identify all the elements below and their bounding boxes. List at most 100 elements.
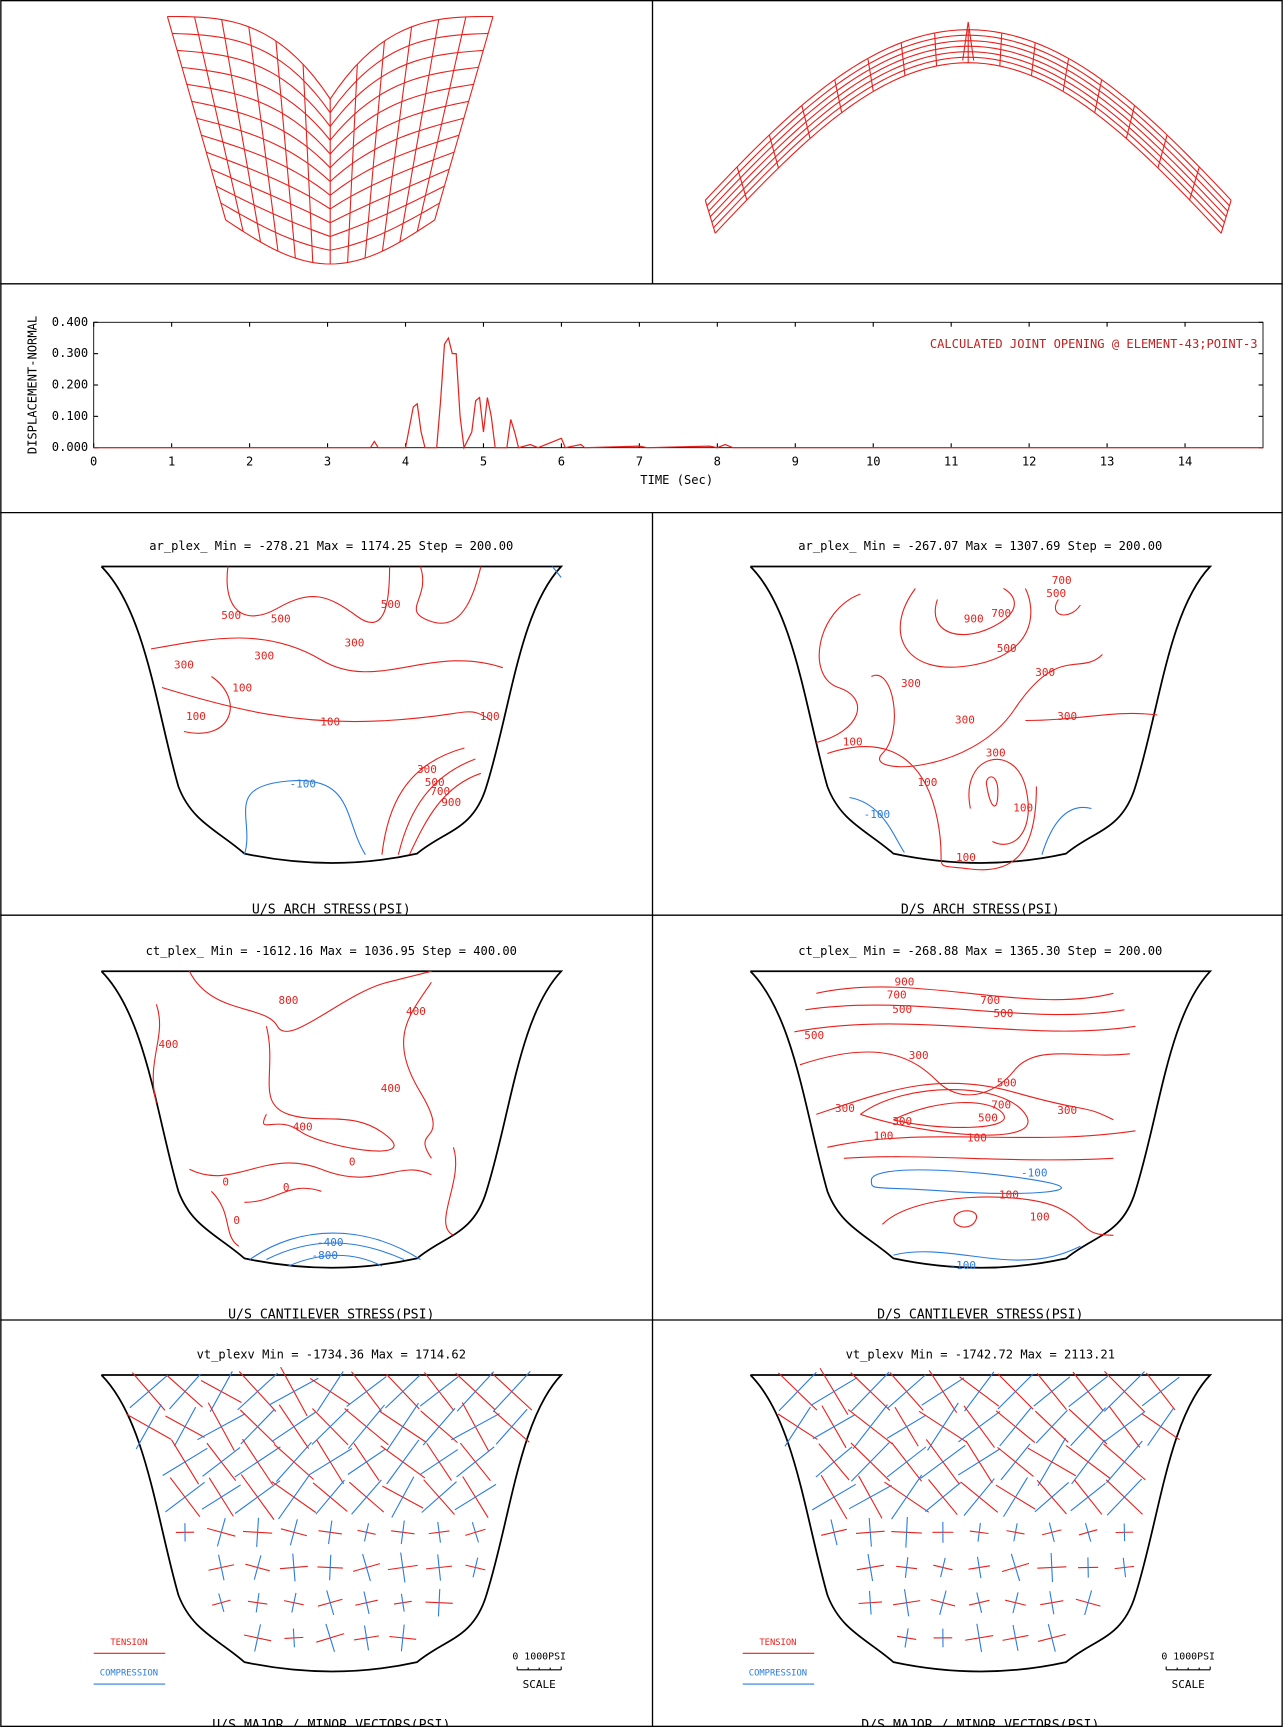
vector — [784, 1406, 811, 1447]
vector — [291, 1592, 297, 1613]
vector — [201, 1484, 241, 1510]
dam-panel: ct_plex_ Min = -1612.16 Max = 1036.95 St… — [100, 944, 564, 1323]
vector — [939, 1590, 947, 1616]
vector — [848, 1484, 892, 1510]
contour-line — [870, 1169, 1062, 1195]
mesh-line — [714, 62, 1222, 234]
vector — [1010, 1553, 1021, 1582]
contour-line — [445, 1147, 457, 1236]
contour-label: 100 — [1030, 1211, 1050, 1224]
vector — [351, 1479, 382, 1515]
contour-label: 100 — [967, 1132, 987, 1145]
vector — [1012, 1624, 1019, 1651]
mesh-line — [172, 32, 489, 114]
contour-line — [262, 1026, 395, 1152]
contour-line — [882, 1196, 1114, 1236]
contour-label: 700 — [980, 994, 1000, 1007]
vector — [400, 1552, 406, 1583]
scale-label: 0 1000PSI — [1161, 1652, 1215, 1663]
contour-label: 300 — [955, 714, 975, 727]
vector — [999, 1406, 1032, 1447]
vector — [1034, 1481, 1070, 1513]
vector — [1049, 1591, 1055, 1615]
mesh-line — [225, 219, 436, 265]
vector — [311, 1408, 349, 1445]
contour-label: 100 — [480, 710, 500, 723]
vector — [1070, 1482, 1106, 1512]
contour-label: -100 — [949, 1259, 976, 1272]
mesh-line — [191, 100, 469, 169]
contour-label: 100 — [874, 1129, 894, 1142]
vector — [254, 1624, 262, 1652]
y-axis-label: DISPLACEMENT-NORMAL — [26, 316, 40, 454]
vector — [904, 1628, 909, 1648]
x-tick-label: 12 — [1022, 454, 1037, 468]
vector — [1147, 1407, 1175, 1446]
contour-line — [816, 593, 861, 744]
mesh-line — [867, 58, 874, 92]
contour-line — [288, 1254, 383, 1267]
vector — [256, 1517, 260, 1547]
vector — [419, 1376, 459, 1407]
x-tick-label: 3 — [324, 454, 331, 468]
legend-label: COMPRESSION — [749, 1669, 807, 1679]
vector — [421, 1481, 457, 1513]
vector — [811, 1483, 857, 1511]
contour-line — [183, 676, 231, 734]
contour-label: 300 — [254, 650, 274, 663]
contour-line — [1025, 712, 1158, 722]
vector — [1033, 1376, 1071, 1407]
vector — [400, 1593, 405, 1612]
vector — [997, 1373, 1034, 1410]
contour-label: 300 — [835, 1102, 855, 1115]
mesh-line — [177, 49, 484, 128]
contour-line — [408, 772, 482, 855]
x-tick-label: 11 — [944, 454, 959, 468]
vector — [976, 1556, 982, 1579]
contour-label: 700 — [1052, 574, 1072, 587]
dam-outline — [749, 1374, 1213, 1673]
vector — [957, 1448, 1001, 1476]
contour-label: 300 — [417, 763, 437, 776]
y-tick-label: 0.000 — [52, 440, 88, 454]
panel-caption: U/S ARCH STRESS(PSI) — [252, 903, 411, 918]
contour-label: -400 — [317, 1236, 344, 1249]
contour-label: 400 — [159, 1038, 179, 1051]
vector — [275, 1441, 312, 1482]
y-tick-label: 0.200 — [52, 377, 88, 391]
vector — [1048, 1522, 1055, 1543]
dam-outline — [100, 565, 564, 864]
contour-label: 300 — [1035, 666, 1055, 679]
legend-label: TENSION — [759, 1638, 796, 1648]
vector — [327, 1520, 333, 1545]
panel-header: vt_plexv Min = -1742.72 Max = 2113.21 — [846, 1348, 1115, 1362]
panel-caption: D/S CANTILEVER STRESS(PSI) — [877, 1308, 1083, 1323]
vector — [1084, 1522, 1092, 1542]
contour-label: 300 — [901, 677, 921, 690]
x-tick-label: 2 — [246, 454, 253, 468]
vector — [940, 1557, 946, 1578]
mesh-line — [801, 105, 811, 139]
contour-line — [953, 1210, 978, 1228]
contour-label: 500 — [425, 776, 445, 789]
contour-label: 100 — [320, 716, 340, 729]
vector — [1070, 1407, 1106, 1447]
mesh-line — [768, 134, 779, 169]
contour-line — [188, 970, 432, 1032]
contour-label: 700 — [887, 989, 907, 1002]
x-tick-label: 0 — [90, 454, 97, 468]
panel-header: ct_plex_ Min = -268.88 Max = 1365.30 Ste… — [798, 944, 1162, 958]
vector — [472, 1557, 479, 1578]
contour-label: -100 — [289, 777, 316, 790]
contour-label: 500 — [804, 1029, 824, 1042]
mesh-line — [736, 166, 748, 201]
legend-label: COMPRESSION — [100, 1669, 158, 1679]
vector — [450, 1413, 500, 1441]
vector — [921, 1377, 965, 1406]
vector — [1047, 1624, 1056, 1652]
mesh-line — [167, 15, 494, 100]
vector — [963, 1478, 995, 1516]
vector — [1071, 1439, 1106, 1485]
mesh-line — [900, 42, 906, 76]
contour-line — [249, 1232, 421, 1260]
